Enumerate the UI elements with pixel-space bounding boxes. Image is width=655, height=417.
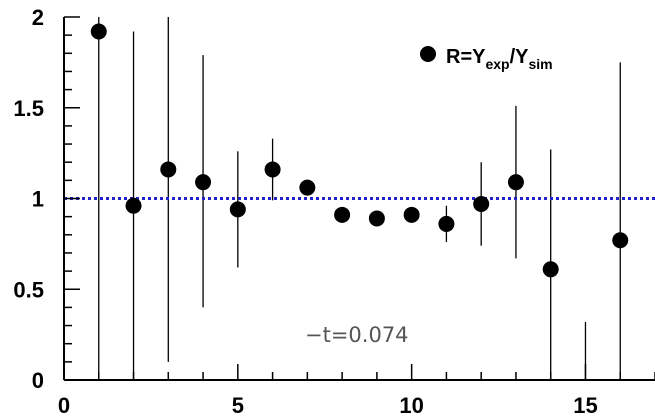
axis-ticks	[63, 16, 655, 381]
data-point	[473, 195, 490, 212]
x-tick-label: 15	[573, 393, 597, 417]
data-point	[438, 215, 455, 232]
data-point	[334, 206, 351, 223]
x-tick-label: 0	[58, 393, 70, 417]
y-tick-label: 1	[32, 187, 44, 212]
data-point	[542, 261, 559, 278]
data-point	[368, 210, 385, 227]
data-points	[90, 23, 629, 278]
y-tick-label: 2	[32, 5, 44, 30]
data-point	[90, 23, 107, 40]
data-point	[507, 174, 524, 191]
data-point	[195, 174, 212, 191]
data-point	[612, 232, 629, 249]
x-tick-label: 5	[232, 393, 244, 417]
y-tick-label: 0.5	[13, 277, 44, 302]
data-point	[264, 161, 281, 178]
data-point	[125, 197, 142, 214]
y-tick-label: 1.5	[13, 96, 44, 121]
legend: R=Yexp/Ysim	[420, 46, 553, 72]
y-tick-label: 0	[32, 368, 44, 393]
data-point	[160, 161, 177, 178]
legend-label: R=Yexp/Ysim	[446, 46, 553, 72]
data-point	[299, 179, 316, 196]
x-tick-label: 10	[399, 393, 423, 417]
legend-marker	[420, 46, 436, 62]
tick-labels: 0 0.5 1 1.5 2 0 5 10 15	[13, 5, 597, 417]
data-point	[229, 201, 246, 218]
data-point	[403, 206, 420, 223]
annotation-text: −t=0.074	[305, 323, 409, 347]
